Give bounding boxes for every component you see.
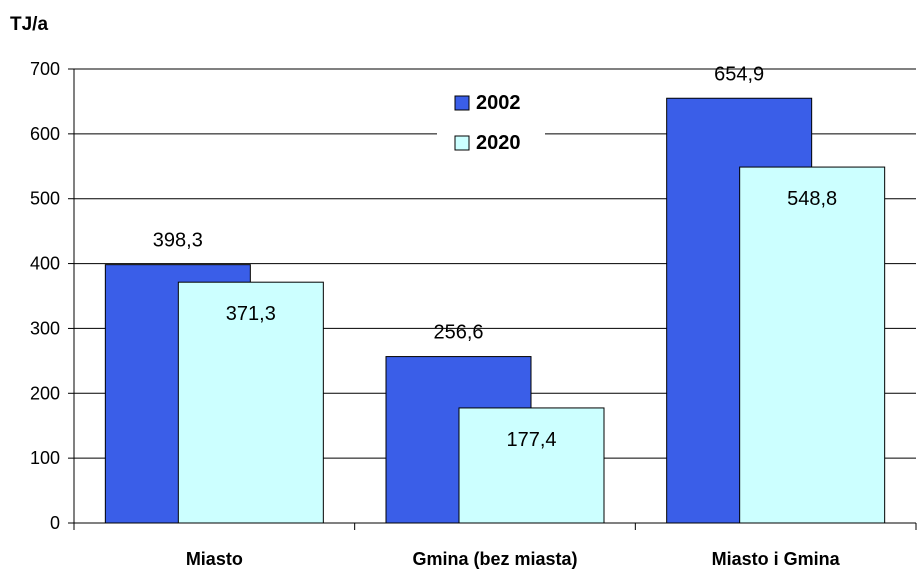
data-label: 256,6 <box>433 322 483 344</box>
legend-swatch <box>454 135 470 151</box>
y-axis-title: TJ/a <box>10 14 49 35</box>
y-tick-label: 300 <box>30 318 60 338</box>
bar-2020 <box>739 166 886 524</box>
data-label: 654,9 <box>714 63 764 85</box>
y-tick-label: 0 <box>50 513 60 533</box>
data-label: 398,3 <box>153 230 203 252</box>
x-category-label: Miasto <box>186 549 243 569</box>
legend-swatch <box>454 95 470 111</box>
y-tick-label: 600 <box>30 124 60 144</box>
data-label: 371,3 <box>226 303 276 325</box>
y-tick-label: 100 <box>30 448 60 468</box>
bar-2020 <box>177 281 324 524</box>
y-tick-label: 400 <box>30 254 60 274</box>
y-tick-label: 500 <box>30 189 60 209</box>
y-tick-label: 200 <box>30 383 60 403</box>
data-label: 548,8 <box>787 188 837 210</box>
data-label: 177,4 <box>506 429 556 451</box>
x-category-label: Gmina (bez miasta) <box>412 549 577 569</box>
legend-label: 2002 <box>476 92 521 114</box>
legend-label: 2020 <box>476 132 521 154</box>
x-category-label: Miasto i Gmina <box>712 549 841 569</box>
y-tick-label: 700 <box>30 59 60 79</box>
bar-2020 <box>458 407 605 524</box>
